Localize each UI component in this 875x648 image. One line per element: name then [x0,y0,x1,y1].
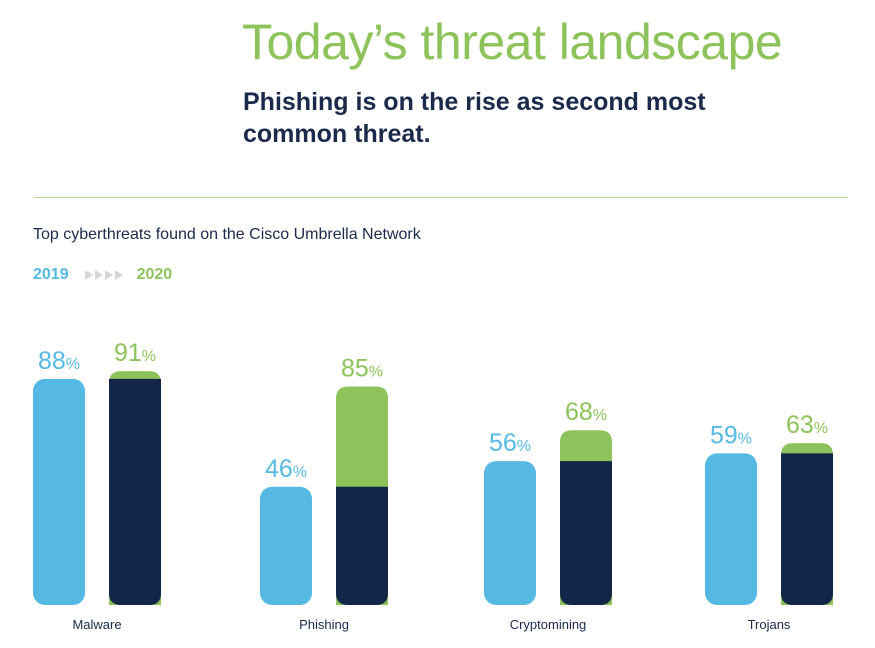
chart-title: Top cyberthreats found on the Cisco Umbr… [33,226,421,243]
category-label-trojans: Trojans [748,617,791,632]
category-label-malware: Malware [72,617,121,632]
value-label-2020-cryptomining: 68% [565,398,607,426]
category-label-cryptomining: Cryptomining [510,617,587,632]
bar-2020-base-cryptomining [560,461,612,605]
section-divider [34,197,848,198]
value-label-2020-trojans: 63% [786,411,828,439]
bar-2020-base-malware [109,378,161,605]
legend-2020-label: 2020 [136,266,173,283]
bar-2019-phishing [260,486,312,605]
value-label-2019-trojans: 59% [710,421,752,449]
bar-2020-base-phishing [336,486,388,605]
bar-2020-base-trojans [781,453,833,605]
bar-chart: 88% 91% Malware 46% 85% Phishing 56% 68% Cryptom… [33,339,833,632]
category-label-phishing: Phishing [299,617,349,632]
bar-2019-trojans [705,453,757,605]
page-title: Today’s threat landscape [242,14,783,70]
arrow-right-icon [84,270,123,280]
bar-2019-cryptomining [484,461,536,605]
value-label-2020-phishing: 85% [341,355,383,383]
legend-2019-label: 2019 [33,266,69,283]
value-label-2020-malware: 91% [114,339,156,367]
chart-legend: 2019 2020 [33,264,172,286]
value-label-2019-phishing: 46% [265,455,307,483]
value-label-2019-cryptomining: 56% [489,429,531,457]
value-label-2019-malware: 88% [38,347,80,375]
bar-2019-malware [33,378,85,605]
page-subtitle: Phishing is on the rise as second most c… [243,88,706,148]
